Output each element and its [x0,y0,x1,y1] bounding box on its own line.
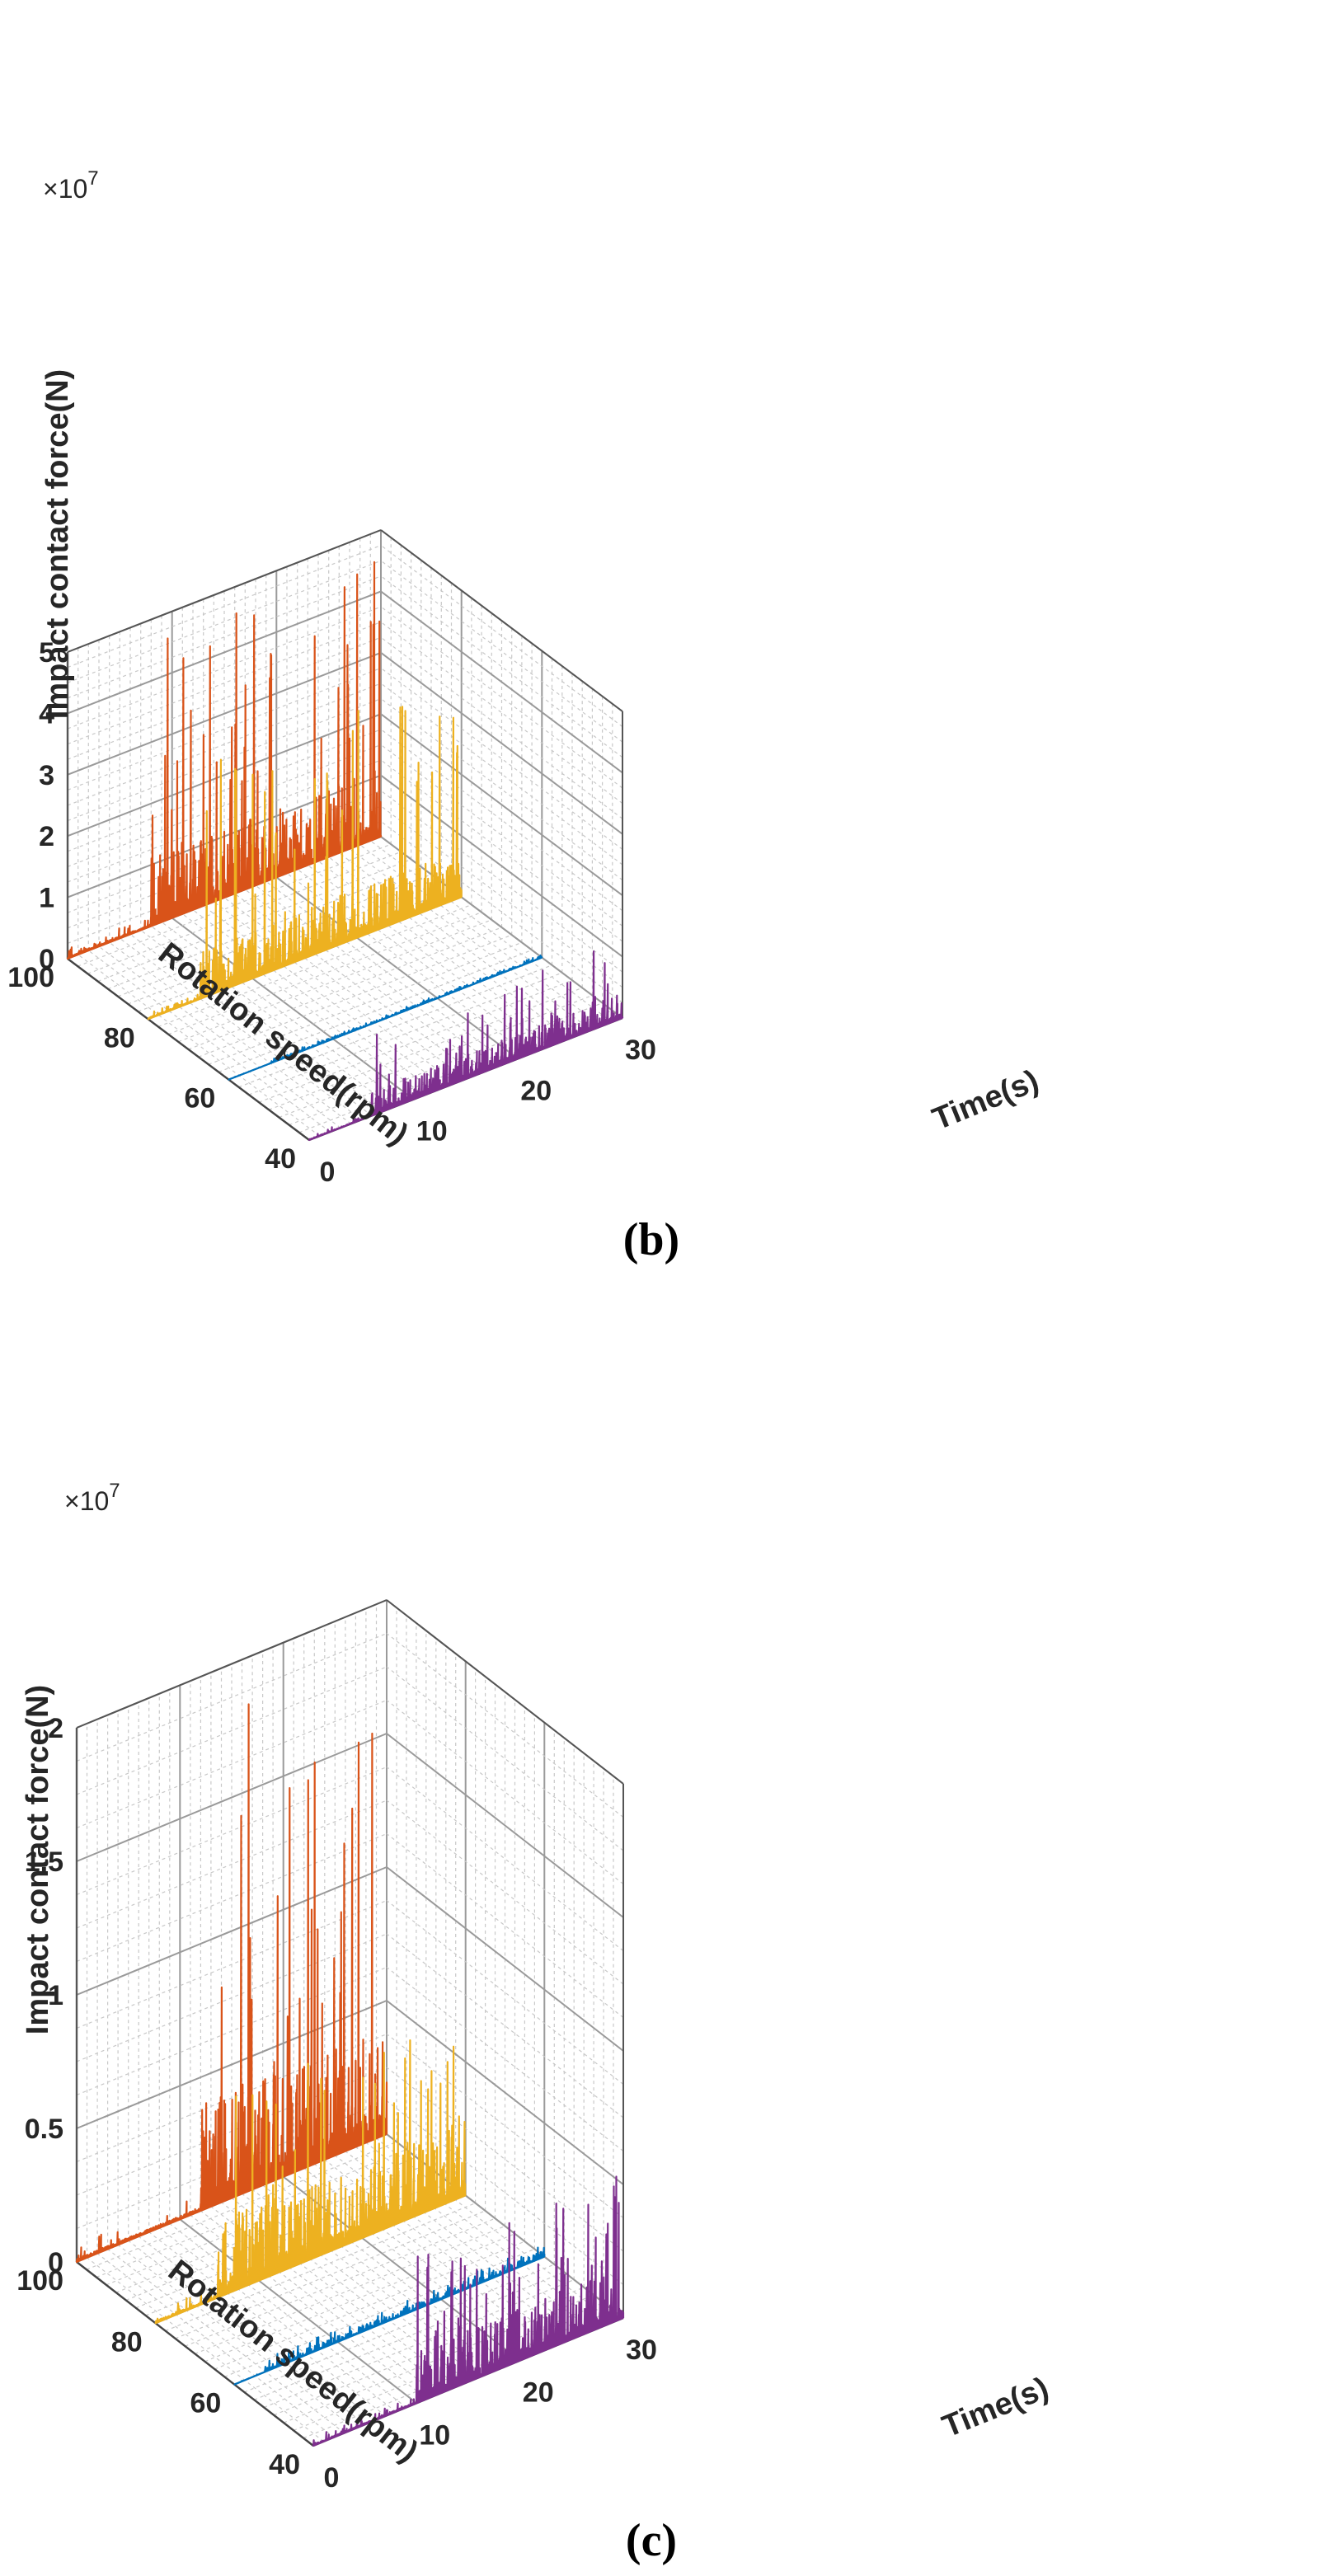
series-line-100rpm [75,1703,388,2264]
z-tick-label: 2 [39,821,54,852]
y-tick-label: 40 [265,1143,296,1175]
y-tick-label: 60 [190,2388,221,2419]
z-axis-label: Impact contact force(N) [40,369,75,719]
y-tick-label: 60 [184,1083,215,1114]
series-layer [75,1703,625,2447]
y-tick-label: 80 [104,1022,135,1053]
series-line-100rpm [66,561,383,960]
y-tick-label: 100 [7,962,54,993]
y-axis-label: Rotation speed(rpm) [162,2254,425,2470]
y-tick-label: 40 [269,2449,300,2480]
series-layer [66,561,624,1142]
z-tick-label: 1 [39,883,54,914]
z-tick-label: 0.5 [25,2114,63,2145]
x-tick-label: 0 [324,2462,340,2494]
x-axis-label: Time(s) [937,2371,1053,2444]
x-tick-label: 30 [625,1035,656,1066]
z-tick-label: 3 [39,760,54,791]
y-tick-label: 80 [111,2326,143,2358]
series-line-60rpm [228,954,543,1081]
x-tick-label: 10 [419,2419,450,2451]
x-tick-label: 0 [320,1157,336,1188]
z-tick-label: 5 [39,637,54,669]
z-tick-label: 1.5 [25,1846,63,1878]
x-axis-label: Time(s) [928,1063,1043,1137]
z-multiplier: ×107 [64,1480,120,1516]
series-line-80rpm [147,706,463,1021]
panel-label-c: (c) [626,2515,677,2566]
x-tick-label: 10 [416,1116,448,1147]
x-tick-label: 20 [520,1075,552,1106]
y-tick-label: 100 [16,2265,63,2297]
z-tick-label: 1 [48,1980,63,2011]
z-axis-label: Impact contact force(N) [21,1685,55,2034]
z-tick-label: 0 [39,944,54,975]
z-tick-label: 4 [39,698,54,730]
series-line-40rpm [312,2175,625,2447]
z-tick-label: 0 [48,2247,63,2278]
panel-label-b: (b) [623,1214,679,1265]
x-tick-label: 20 [523,2377,554,2409]
z-multiplier: ×107 [43,167,99,204]
x-tick-label: 30 [626,2334,657,2366]
series-line-60rpm [233,2246,546,2386]
series-line-40rpm [308,950,624,1142]
series-line-80rpm [154,2039,467,2325]
z-tick-label: 2 [48,1713,63,1744]
